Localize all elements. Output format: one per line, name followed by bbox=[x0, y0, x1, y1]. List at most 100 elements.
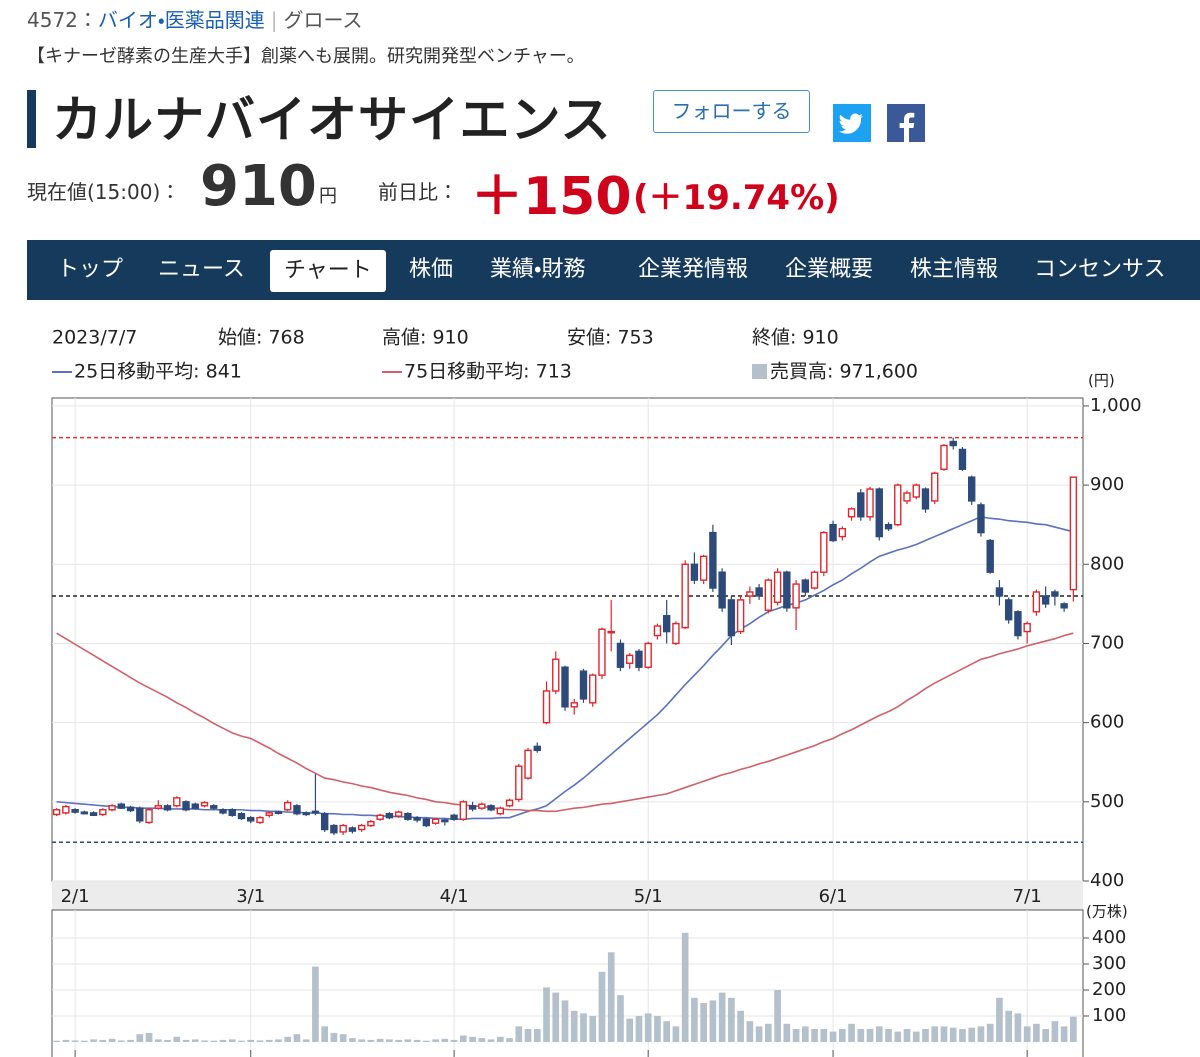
nav-tab[interactable]: 業績・財務 bbox=[490, 257, 586, 282]
volume-bar bbox=[99, 1039, 107, 1042]
legend-label: 75日移動平均: 713 bbox=[404, 361, 572, 383]
volume-bar bbox=[644, 1013, 652, 1042]
candle-body bbox=[727, 599, 736, 637]
candle-body bbox=[552, 658, 560, 692]
volume-tick-label: 400 bbox=[1092, 927, 1126, 948]
info-ohlc: 安値: 753 bbox=[567, 327, 654, 349]
volume-bar bbox=[413, 1039, 421, 1042]
x-tick-label: 3/1 bbox=[236, 886, 265, 907]
volume-bar bbox=[459, 1035, 467, 1042]
candle-body bbox=[690, 563, 699, 581]
volume-bar bbox=[552, 992, 560, 1042]
candle-body bbox=[228, 809, 236, 816]
candle-body bbox=[1051, 591, 1059, 597]
nav-tab[interactable]: 株主情報 bbox=[910, 257, 999, 282]
volume-bar bbox=[1014, 1013, 1022, 1042]
volume-bar bbox=[302, 1039, 310, 1042]
candle-body bbox=[99, 809, 107, 816]
volume-bar bbox=[256, 1040, 264, 1042]
candle-body bbox=[274, 811, 283, 815]
company-name: カルナバイオサイエンス bbox=[52, 91, 612, 149]
candle-body bbox=[820, 531, 828, 573]
volume-bar bbox=[228, 1039, 236, 1042]
volume-bar bbox=[801, 1026, 809, 1042]
volume-bar bbox=[663, 1021, 671, 1042]
volume-bar bbox=[626, 1018, 634, 1042]
volume-bar bbox=[746, 1021, 754, 1042]
facebook-button[interactable] bbox=[887, 104, 925, 142]
candle-body bbox=[894, 484, 902, 526]
volume-bar bbox=[210, 1040, 218, 1042]
volume-bar bbox=[903, 1029, 911, 1042]
change: ＋150 bbox=[471, 167, 632, 227]
volume-bar bbox=[894, 1031, 902, 1042]
candle-body bbox=[792, 583, 800, 609]
nav-tab[interactable]: 企業概要 bbox=[785, 257, 874, 282]
volume-bar bbox=[173, 1036, 181, 1042]
candle-body bbox=[136, 807, 144, 822]
volume-tick-label: 200 bbox=[1092, 979, 1126, 1000]
stock-code: 4572： bbox=[27, 8, 98, 32]
candle-body bbox=[875, 488, 883, 538]
candle-body bbox=[422, 818, 431, 827]
volume-bar bbox=[912, 1031, 920, 1042]
nav-tab-active[interactable]: チャート bbox=[270, 250, 386, 292]
candle-body bbox=[626, 654, 634, 664]
candle-body bbox=[644, 642, 652, 668]
nav-tab[interactable]: ニュース bbox=[158, 257, 245, 282]
y-tick-label: 800 bbox=[1090, 553, 1124, 574]
follow-button[interactable]: フォローする bbox=[653, 90, 810, 133]
volume-bar bbox=[117, 1040, 125, 1042]
nav-tab[interactable]: コンセンサス bbox=[1034, 257, 1166, 282]
nav-tab[interactable]: トップ bbox=[57, 257, 124, 282]
candle-body bbox=[339, 824, 347, 833]
price-label: 現在値(15:00)： bbox=[27, 180, 181, 204]
candle-body bbox=[163, 805, 172, 811]
volume-bar bbox=[506, 1038, 513, 1042]
volume-bar bbox=[922, 1029, 929, 1042]
candle-body bbox=[524, 749, 532, 779]
volume-bar bbox=[145, 1032, 153, 1042]
info-date: 2023/7/7 bbox=[52, 327, 137, 349]
y-tick-label: 400 bbox=[1090, 870, 1124, 891]
twitter-button[interactable] bbox=[833, 104, 871, 142]
nav-bar: トップ ニュース チャート 株価 業績・財務 企業発情報 企業概要 株主情報 コ… bbox=[27, 240, 1200, 300]
candle-body bbox=[764, 579, 773, 611]
candle-body bbox=[533, 745, 541, 752]
candle-body bbox=[376, 814, 384, 820]
candle-body bbox=[884, 523, 893, 530]
candle-body bbox=[773, 571, 782, 603]
volume-bar bbox=[598, 971, 606, 1042]
candle-body bbox=[487, 805, 495, 811]
breadcrumb: 4572：バイオ・医薬品関連 | グロース bbox=[27, 4, 362, 33]
nav-tab[interactable]: 株価 bbox=[409, 257, 454, 282]
candle-body bbox=[958, 448, 967, 470]
volume-bar bbox=[737, 1010, 744, 1042]
candle-body bbox=[71, 809, 79, 813]
candle-body bbox=[746, 591, 754, 597]
candle-body bbox=[247, 816, 255, 822]
candle-body bbox=[589, 674, 597, 704]
volume-bar bbox=[524, 1029, 532, 1042]
volume-bar bbox=[164, 1039, 171, 1042]
volume-bar bbox=[469, 1036, 476, 1042]
candle-body bbox=[210, 805, 218, 809]
y-tick-label: 1,000 bbox=[1090, 395, 1142, 416]
info-ohlc: 始値: 768 bbox=[218, 327, 305, 349]
candle-body bbox=[182, 801, 190, 811]
volume-bar bbox=[191, 1039, 199, 1042]
candle-body bbox=[126, 806, 135, 812]
volume-bar bbox=[284, 1036, 292, 1042]
candle-body bbox=[284, 801, 292, 811]
volume-bar bbox=[1033, 1023, 1040, 1042]
sector-link[interactable]: バイオ・医薬品関連 bbox=[97, 8, 265, 32]
nav-tab[interactable]: 企業発情報 bbox=[638, 257, 749, 282]
volume-bar bbox=[570, 1010, 578, 1042]
volume-bar bbox=[53, 1040, 60, 1042]
candle-body bbox=[311, 810, 320, 814]
candle-body bbox=[265, 812, 273, 816]
volume-tick-label: 100 bbox=[1092, 1005, 1126, 1026]
volume-bar bbox=[127, 1039, 134, 1042]
volume-bar bbox=[404, 1039, 412, 1042]
